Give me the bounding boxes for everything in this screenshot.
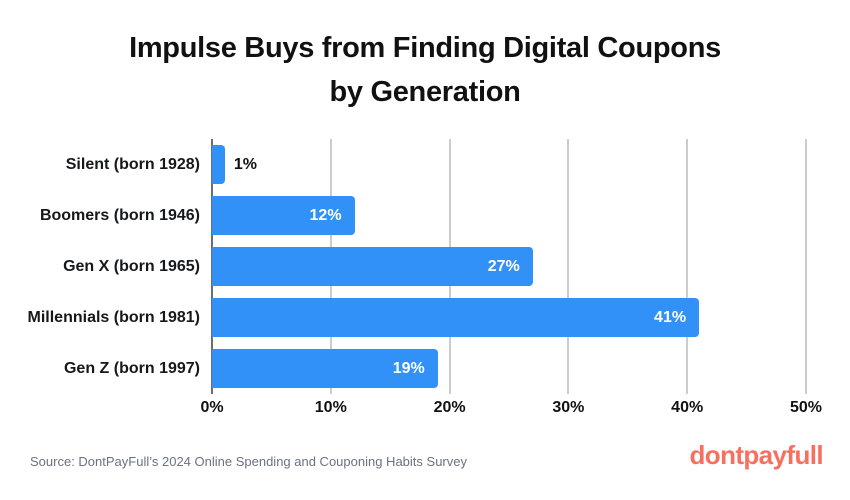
- category-labels: Silent (born 1928) Boomers (born 1946) Gen…: [0, 139, 200, 394]
- x-axis: 0% 10% 20% 30% 40% 50%: [200, 399, 822, 419]
- bar-row: 12%: [212, 190, 806, 241]
- x-tick-label: 50%: [789, 399, 823, 416]
- chart-title-line-2: by Generation: [329, 76, 521, 108]
- source-note: Source: DontPayFull’s 2024 Online Spendi…: [30, 454, 467, 469]
- bar: [212, 145, 225, 184]
- bar-row: 27%: [212, 241, 806, 292]
- bar: 41%: [212, 298, 700, 337]
- x-tick-label: 10%: [314, 399, 347, 416]
- bar-row: 19%: [212, 343, 806, 394]
- bar-value-label: 12%: [309, 206, 342, 224]
- bar-value-label: 1%: [233, 155, 257, 173]
- bar: 12%: [212, 196, 355, 235]
- chart-title: Impulse Buys from Finding Digital Coupon…: [0, 26, 850, 114]
- x-tick-label: 40%: [671, 399, 704, 416]
- category-label: Gen X (born 1965): [63, 257, 200, 275]
- bar: 19%: [212, 349, 438, 388]
- gridline: [805, 139, 807, 394]
- category-label: Boomers (born 1946): [39, 206, 200, 224]
- bar-value-label: 27%: [487, 257, 520, 275]
- x-tick-label: 0%: [200, 399, 224, 416]
- bar-row: 1%: [212, 139, 806, 190]
- x-tick-label: 30%: [552, 399, 585, 416]
- chart-title-line-1: Impulse Buys from Finding Digital Coupon…: [129, 32, 721, 64]
- category-label: Millennials (born 1981): [27, 308, 200, 326]
- bar: 27%: [212, 247, 533, 286]
- bar-value-label: 41%: [654, 308, 687, 326]
- plot-area: 1% 12% 27% 41% 19%: [211, 139, 807, 394]
- category-label: Silent (born 1928): [65, 155, 200, 173]
- x-tick-label: 20%: [433, 399, 466, 416]
- gridline: [567, 139, 570, 394]
- dontpayfull-logo: dontpayfull: [689, 440, 824, 470]
- gridline: [686, 139, 689, 394]
- bar-row: 41%: [212, 292, 806, 343]
- category-label: Gen Z (born 1997): [63, 359, 200, 377]
- bar-value-label: 19%: [392, 359, 425, 377]
